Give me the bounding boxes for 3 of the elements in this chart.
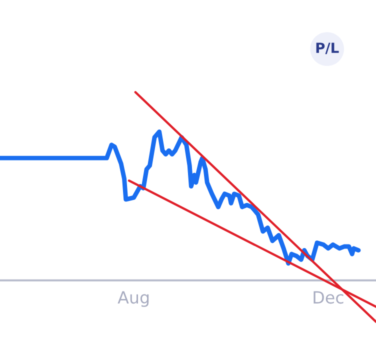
text: P/L — [316, 42, 339, 54]
x-tick-label: Aug — [118, 291, 149, 307]
x-tick-label: Dec — [314, 291, 344, 304]
